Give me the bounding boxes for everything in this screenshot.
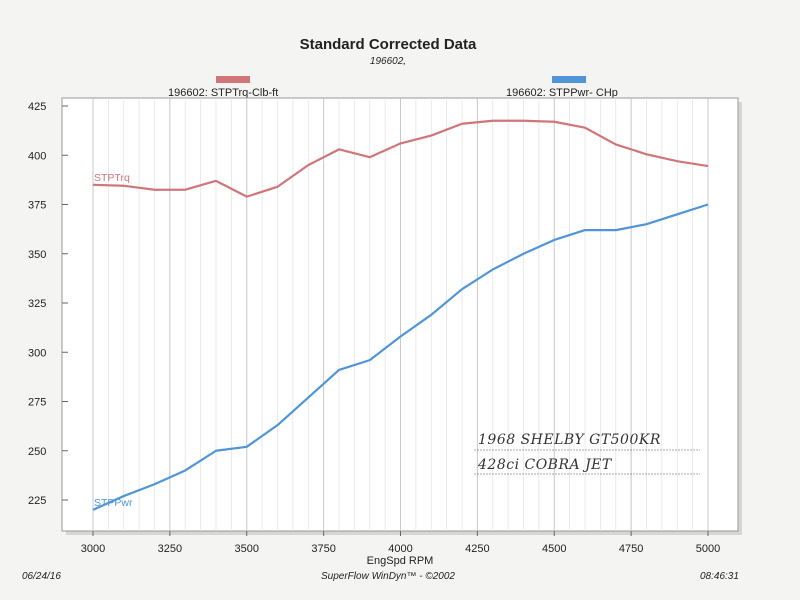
x-axis-label: EngSpd RPM [367, 555, 434, 567]
chart-subtitle: 196602, [369, 56, 407, 67]
footer-time: 08:46:31 [700, 571, 739, 582]
chart-title: Standard Corrected Data [299, 36, 477, 53]
y-tick-label: 325 [28, 298, 46, 310]
legend-label-power: 196602: STPPwr- CHp [506, 87, 618, 99]
legend-power: 196602: STPPwr- CHp [506, 76, 618, 99]
legend-swatch-power [552, 76, 586, 83]
x-tick-label: 3250 [158, 543, 182, 555]
footer-software: SuperFlow WinDyn™ - ©2002 [321, 571, 455, 582]
handwritten-note-line1: 1968 SHELBY GT500KR [478, 432, 661, 448]
y-tick-label: 300 [28, 347, 46, 359]
x-tick-label: 4750 [619, 543, 643, 555]
legend-swatch-torque [216, 76, 250, 83]
series-label-stptrq: STPTrq [94, 172, 130, 184]
series-line-stptrq [92, 119, 709, 198]
x-tick-label: 3500 [235, 543, 259, 555]
y-tick-label: 400 [28, 150, 46, 162]
y-tick-label: 250 [28, 446, 46, 458]
handwritten-note-line2: 428ci COBRA JET [478, 457, 612, 473]
y-tick-label: 425 [28, 101, 46, 113]
y-tick-label: 375 [28, 200, 46, 212]
x-tick-label: 4000 [388, 543, 412, 555]
x-tick-label: 4500 [542, 543, 566, 555]
y-tick-label: 225 [28, 495, 46, 507]
series-line-stppwr [92, 203, 709, 511]
x-tick-label: 4250 [465, 543, 489, 555]
legend-torque: 196602: STPTrq-Clb-ft [168, 76, 278, 99]
y-tick-label: 275 [28, 397, 46, 409]
x-tick-label: 3750 [311, 543, 335, 555]
x-tick-label: 5000 [696, 543, 720, 555]
series-label-stppwr: STPPwr [94, 497, 133, 509]
footer-date: 06/24/16 [22, 571, 61, 582]
y-tick-label: 350 [28, 249, 46, 261]
legend-label-torque: 196602: STPTrq-Clb-ft [168, 87, 279, 99]
x-tick-label: 3000 [81, 543, 105, 555]
